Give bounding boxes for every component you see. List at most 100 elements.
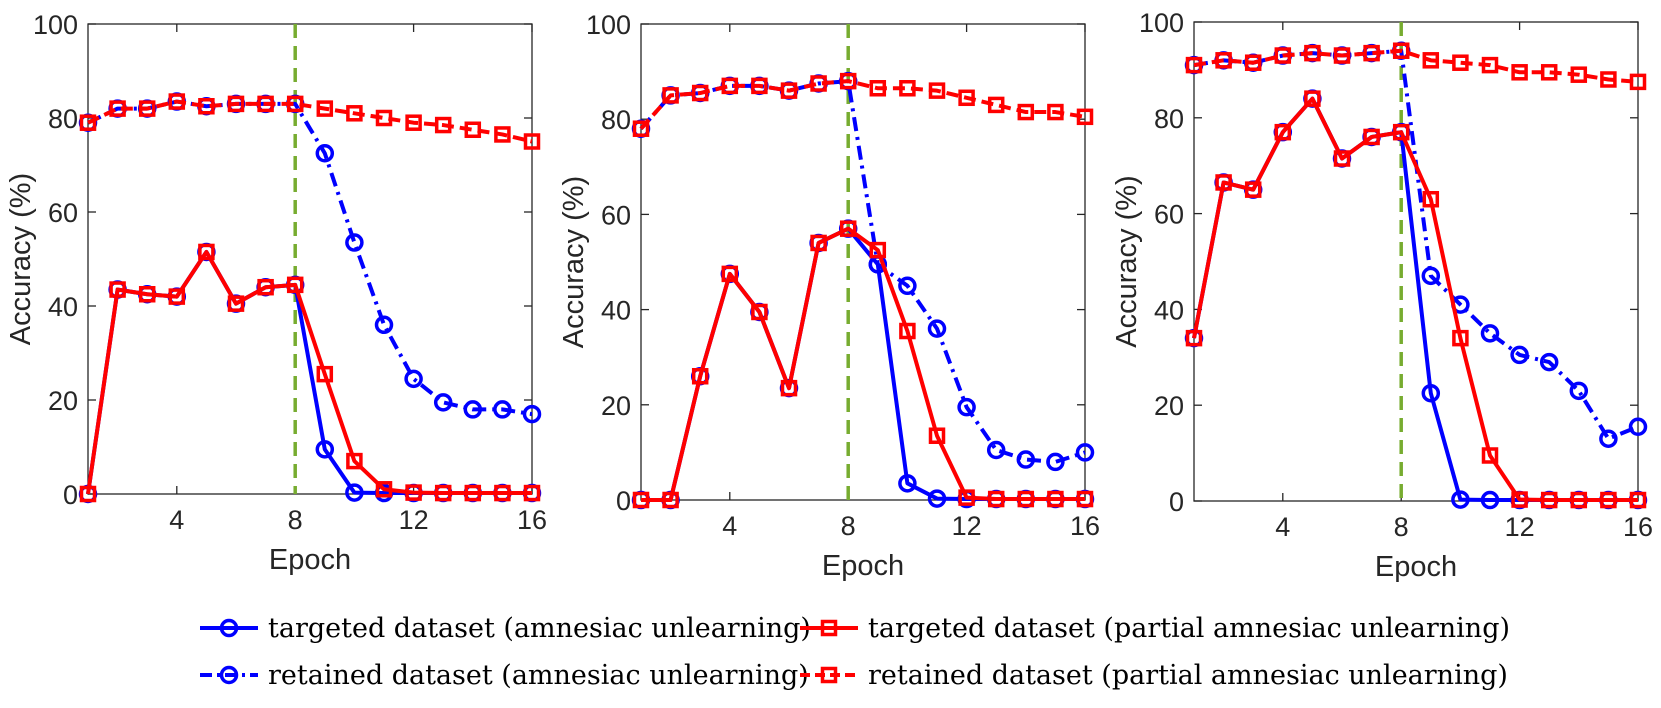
data-point: [433, 393, 453, 412]
y-tick-label: 0: [616, 486, 631, 516]
data-point: [227, 95, 245, 113]
data-point: [286, 276, 304, 294]
data-point: [493, 400, 512, 419]
data-point: [1452, 329, 1469, 347]
series-line: [87, 99, 533, 144]
data-point: [958, 89, 975, 107]
data-point: [691, 367, 709, 385]
data-point: [494, 126, 511, 143]
data-point: [405, 484, 422, 501]
legend-label: retained dataset (amnesiac unlearning): [268, 660, 809, 691]
data-point: [691, 84, 709, 102]
data-point: [1215, 174, 1232, 191]
data-point: [1480, 490, 1500, 510]
series-line: [639, 79, 1086, 131]
data-point: [898, 474, 917, 493]
y-tick-label: 40: [601, 296, 631, 326]
axes-box: [87, 23, 533, 495]
data-point: [345, 483, 364, 502]
data-point: [1392, 123, 1410, 141]
y-tick-label: 20: [601, 391, 631, 421]
data-point: [1570, 66, 1588, 83]
data-point: [1363, 128, 1380, 146]
data-point: [1333, 150, 1351, 167]
series-1: [78, 242, 542, 504]
series-line: [1193, 48, 1639, 84]
data-point: [523, 133, 541, 150]
data-point: [1017, 103, 1035, 121]
data-point: [1570, 491, 1588, 509]
data-point: [780, 379, 798, 397]
chart-panel-2: 0 20 40 60 80 100 4 8 12 16 Epoch Accuracy (%): [558, 10, 1100, 582]
data-point: [1421, 266, 1441, 286]
series-4: [79, 93, 541, 150]
data-point: [1274, 47, 1292, 64]
series-3: [1185, 90, 1647, 509]
series-line: [1192, 96, 1638, 503]
series-line: [641, 226, 1085, 502]
data-point: [1421, 383, 1441, 403]
data-point: [1304, 44, 1321, 62]
data-point: [464, 484, 482, 502]
data-point: [315, 144, 335, 163]
data-point: [869, 80, 887, 97]
data-point: [345, 233, 364, 252]
y-tick-label: 80: [1154, 104, 1184, 134]
legend-label: targeted dataset (amnesiac unlearning): [268, 613, 811, 644]
data-point: [1075, 443, 1095, 462]
data-point: [957, 397, 976, 417]
data-point: [138, 100, 156, 117]
data-point: [79, 114, 97, 131]
x-axis-label: Epoch: [269, 544, 351, 576]
x-axis-label: Epoch: [1375, 551, 1457, 583]
y-tick-label: 20: [1154, 391, 1184, 421]
data-point: [1076, 108, 1094, 126]
chart-panel-3: 0 20 40 60 80 100 4 8 12 16 Epoch Accuracy (%): [1111, 8, 1653, 583]
legend-item: targeted dataset (amnesiac unlearning): [200, 613, 811, 644]
y-tick-label: 100: [1139, 8, 1184, 38]
data-point: [346, 105, 363, 122]
data-point: [662, 87, 679, 104]
data-point: [1215, 52, 1232, 69]
y-tick-label: 0: [63, 480, 78, 510]
data-point: [346, 452, 363, 470]
data-point: [1185, 329, 1203, 347]
data-point: [109, 100, 126, 117]
data-point: [1510, 345, 1529, 365]
data-point: [1481, 447, 1499, 464]
data-point: [899, 80, 916, 97]
data-point: [463, 400, 483, 419]
y-tick-label: 40: [48, 292, 78, 322]
x-tick-label: 4: [722, 511, 737, 541]
data-point: [375, 481, 393, 498]
data-point: [1629, 73, 1647, 91]
data-point: [780, 82, 798, 99]
data-point: [1017, 490, 1035, 508]
series-line: [87, 99, 533, 417]
series-3: [79, 243, 541, 503]
data-point: [1540, 491, 1558, 509]
data-point: [751, 77, 768, 95]
x-tick-label: 16: [1623, 512, 1653, 542]
y-tick-label: 20: [48, 386, 78, 416]
data-point: [1274, 123, 1292, 141]
data-point: [869, 241, 887, 259]
data-point: [109, 281, 126, 298]
series-line: [639, 79, 1086, 464]
legend: targeted dataset (amnesiac unlearning) ta…: [200, 613, 1510, 691]
y-tick-label: 100: [586, 10, 631, 40]
data-point: [721, 265, 739, 283]
legend-item: retained dataset (amnesiac unlearning): [200, 660, 809, 691]
data-point: [79, 485, 97, 503]
data-point: [1540, 64, 1558, 81]
data-point: [1422, 52, 1440, 69]
data-point: [899, 322, 916, 340]
data-point: [1599, 429, 1618, 448]
x-tick-label: 16: [517, 505, 547, 535]
data-point: [316, 100, 334, 117]
data-point: [1047, 103, 1064, 121]
data-point: [987, 96, 1005, 114]
series-3: [632, 220, 1094, 509]
axes-box: [640, 23, 1086, 501]
